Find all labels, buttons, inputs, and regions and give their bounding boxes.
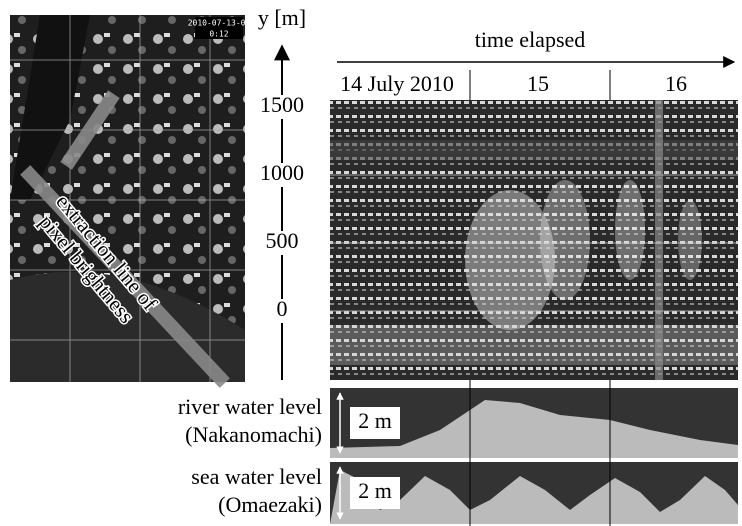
- panel-station: (Nakanomachi): [185, 422, 322, 447]
- panel-label: sea water level: [191, 464, 322, 489]
- y-tick-label: 1500: [260, 92, 304, 117]
- y-tick-label: 500: [266, 228, 299, 253]
- y-tick-label: 1000: [260, 160, 304, 185]
- time-axis-title: time elapsed: [475, 27, 586, 52]
- panel-label: river water level: [178, 394, 322, 419]
- date-label: 14 July 2010: [340, 71, 454, 96]
- y-axis-label: y [m]: [258, 5, 306, 30]
- timestack-image: [330, 100, 738, 380]
- panel-station: (Omaezaki): [218, 492, 322, 517]
- scale-label: 2 m: [358, 408, 392, 433]
- scale-label: 2 m: [358, 478, 392, 503]
- date-label: 16: [665, 71, 687, 96]
- y-tick-label: 0: [277, 296, 288, 321]
- timestamp: 2010-07-13-00: [188, 19, 251, 28]
- satellite-photo: 2010-07-13-00 0:12 extraction line of pi…: [10, 15, 250, 382]
- date-label: 15: [527, 71, 549, 96]
- clock: 0:12: [209, 30, 228, 39]
- figure: 2010-07-13-00 0:12 extraction line of pi…: [0, 0, 742, 526]
